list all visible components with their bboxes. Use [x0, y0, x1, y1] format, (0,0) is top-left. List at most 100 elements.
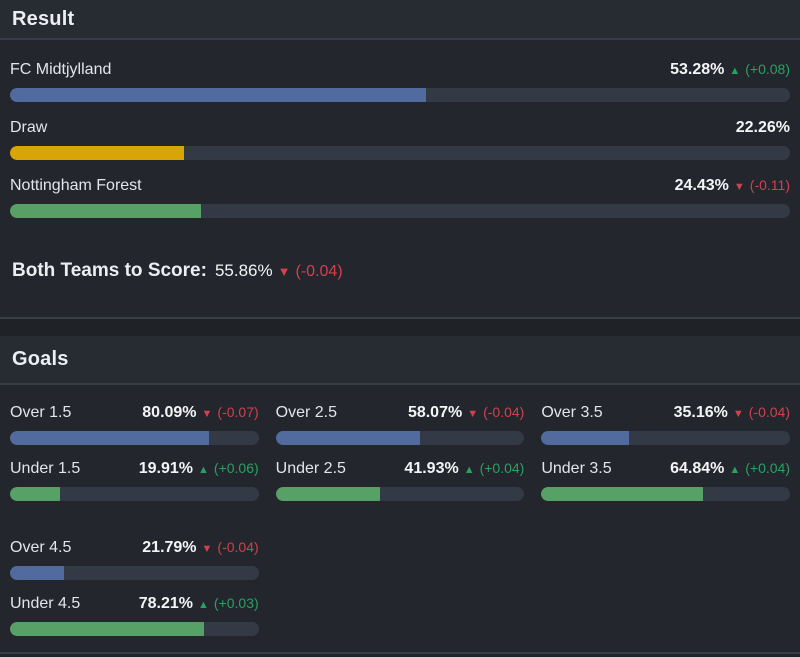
goals-title: Goals	[12, 348, 69, 370]
probability-value: 22.26%	[735, 119, 790, 136]
arrow-up-icon: ▲	[729, 65, 741, 77]
row-head: FC Midtjylland 53.28% ▲ (+0.08)	[10, 61, 790, 79]
team-label: FC Midtjylland	[10, 61, 112, 78]
probability-value: 80.09%	[142, 404, 197, 421]
progress-track	[275, 431, 525, 445]
progress-fill	[10, 88, 426, 102]
change-value: (+0.04)	[745, 460, 790, 476]
probability-value: 64.84%	[670, 460, 725, 477]
value-group: 58.07% ▼ (-0.04)	[408, 404, 524, 422]
progress-fill	[10, 431, 210, 445]
arrow-down-icon: ▼	[201, 543, 213, 555]
row-head: Over 3.5 35.16% ▼ (-0.04)	[541, 404, 790, 422]
arrow-down-icon: ▼	[733, 181, 745, 193]
change-value: (+0.03)	[213, 595, 259, 611]
value-group: 41.93% ▲ (+0.04)	[404, 460, 524, 478]
goal-stat-under-3-5: Under 3.5 64.84% ▲ (+0.04)	[541, 460, 790, 501]
probability-value: 35.16%	[673, 404, 728, 421]
progress-track	[10, 622, 259, 636]
change-value: (-0.04)	[748, 404, 790, 420]
result-title: Result	[12, 7, 75, 30]
change-value: (+0.06)	[213, 460, 259, 476]
stat-label: Over 4.5	[10, 539, 72, 556]
row-head: Over 4.5 21.79% ▼ (-0.04)	[10, 539, 259, 557]
goal-stat-over-2-5: Over 2.5 58.07% ▼ (-0.04)	[275, 404, 525, 445]
value-group: 55.86% ▼ (-0.04)	[215, 261, 343, 281]
stat-label: Over 2.5	[275, 404, 338, 421]
result-body: FC Midtjylland 53.28% ▲ (+0.08) Draw 22.…	[0, 40, 800, 317]
goals-section: Goals Over 1.5 80.09% ▼ (-0.07) U	[0, 336, 800, 654]
change-value: (+0.04)	[479, 460, 525, 476]
change-value: (-0.04)	[295, 263, 343, 280]
both-teams-to-score: Both Teams to Score: 55.86% ▼ (-0.04)	[12, 260, 788, 317]
row-head: Nottingham Forest 24.43% ▼ (-0.11)	[10, 177, 790, 195]
progress-fill	[275, 487, 380, 501]
progress-track	[10, 204, 790, 218]
probability-value: 78.21%	[138, 595, 194, 612]
progress-track	[10, 487, 259, 501]
value-group: 22.26%	[736, 119, 790, 137]
progress-fill	[541, 431, 629, 445]
probability-value: 53.28%	[670, 61, 725, 78]
result-row-draw: Draw 22.26%	[10, 119, 790, 160]
progress-fill	[541, 487, 703, 501]
progress-fill	[10, 487, 60, 501]
progress-fill	[10, 622, 205, 636]
probability-value: 19.91%	[138, 460, 194, 477]
change-value: (-0.07)	[217, 404, 259, 420]
stat-label: Over 1.5	[10, 404, 72, 421]
stat-label: Under 1.5	[10, 460, 81, 477]
goal-stat-under-2-5: Under 2.5 41.93% ▲ (+0.04)	[275, 460, 525, 501]
goals-cell-2-5: Over 2.5 58.07% ▼ (-0.04) Under 2.5 41.9…	[275, 404, 525, 501]
result-section: Result FC Midtjylland 53.28% ▲ (+0.08) D…	[0, 0, 800, 319]
progress-track	[10, 146, 790, 160]
stat-label: Under 2.5	[275, 460, 346, 477]
value-group: 64.84% ▲ (+0.04)	[670, 460, 790, 478]
value-group: 35.16% ▼ (-0.04)	[674, 404, 790, 422]
arrow-up-icon: ▲	[198, 599, 209, 611]
arrow-down-icon: ▼	[467, 408, 479, 420]
value-group: 53.28% ▲ (+0.08)	[670, 61, 790, 79]
probability-value: 41.93%	[404, 460, 459, 477]
goal-stat-over-1-5: Over 1.5 80.09% ▼ (-0.07)	[10, 404, 259, 445]
goals-section-header: Goals	[0, 336, 800, 385]
goals-cell-3-5: Over 3.5 35.16% ▼ (-0.04) Under 3.5 64.8…	[541, 404, 790, 501]
goal-stat-over-4-5: Over 4.5 21.79% ▼ (-0.04)	[10, 539, 259, 580]
result-section-header: Result	[0, 0, 800, 40]
progress-track	[541, 487, 790, 501]
change-value: (-0.11)	[749, 177, 790, 193]
change-value: (-0.04)	[217, 539, 259, 555]
stat-label: Over 3.5	[541, 404, 603, 421]
goals-cell-4-5: Over 4.5 21.79% ▼ (-0.04) Under 4.5 78.2…	[10, 539, 259, 636]
stat-label: Under 3.5	[541, 460, 612, 477]
row-head: Under 4.5 78.21% ▲ (+0.03)	[10, 595, 259, 613]
value-group: 19.91% ▲ (+0.06)	[139, 460, 259, 478]
arrow-down-icon: ▼	[277, 264, 291, 279]
stat-label: Under 4.5	[10, 595, 81, 612]
goals-cell-1-5: Over 1.5 80.09% ▼ (-0.07) Under 1.5 19.9…	[10, 404, 259, 501]
value-group: 80.09% ▼ (-0.07)	[142, 404, 258, 422]
progress-fill	[275, 431, 421, 445]
goal-stat-under-1-5: Under 1.5 19.91% ▲ (+0.06)	[10, 460, 259, 501]
team-label: Nottingham Forest	[10, 177, 142, 194]
row-head: Under 3.5 64.84% ▲ (+0.04)	[541, 460, 790, 478]
probability-value: 58.07%	[407, 404, 463, 421]
arrow-down-icon: ▼	[201, 408, 213, 420]
progress-track	[541, 431, 790, 445]
team-label: Draw	[10, 119, 48, 136]
value-group: 24.43% ▼ (-0.11)	[675, 177, 790, 195]
goal-stat-over-3-5: Over 3.5 35.16% ▼ (-0.04)	[541, 404, 790, 445]
goals-grid: Over 1.5 80.09% ▼ (-0.07) Under 1.5 19.9…	[0, 385, 800, 652]
probability-value: 21.79%	[142, 539, 197, 556]
progress-track	[10, 566, 259, 580]
row-head: Over 1.5 80.09% ▼ (-0.07)	[10, 404, 259, 422]
progress-fill	[10, 146, 184, 160]
change-value: (-0.04)	[483, 404, 525, 420]
progress-track	[10, 431, 259, 445]
row-head: Under 2.5 41.93% ▲ (+0.04)	[276, 460, 525, 478]
progress-track	[275, 487, 525, 501]
result-row-away: Nottingham Forest 24.43% ▼ (-0.11)	[10, 177, 790, 218]
arrow-up-icon: ▲	[729, 464, 741, 476]
change-value: (+0.08)	[745, 61, 790, 77]
btts-label: Both Teams to Score:	[12, 260, 207, 281]
